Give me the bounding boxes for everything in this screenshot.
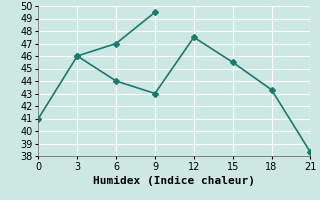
X-axis label: Humidex (Indice chaleur): Humidex (Indice chaleur) — [93, 176, 255, 186]
